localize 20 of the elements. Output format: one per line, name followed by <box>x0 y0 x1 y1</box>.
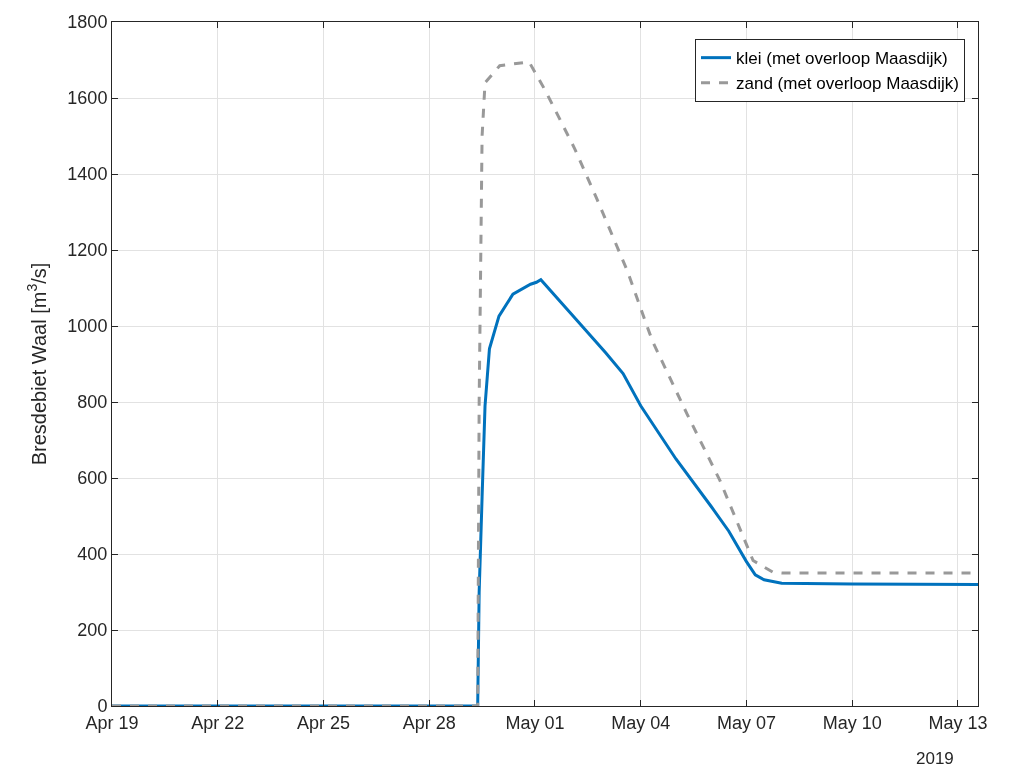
y-tick-label: 400 <box>77 544 108 565</box>
x-tick-label: May 01 <box>505 712 565 733</box>
x-tick-label: May 07 <box>716 712 776 733</box>
x-tick-label: Apr 28 <box>402 712 456 733</box>
y-tick-label: 800 <box>77 392 108 413</box>
y-tick-label: 1000 <box>67 316 108 337</box>
text: 2019 <box>916 749 954 768</box>
y-tick-label: 1800 <box>67 12 108 33</box>
y-tick-label: 200 <box>77 620 108 641</box>
x-tick-label: May 13 <box>928 712 988 733</box>
legend-label: zand (met overloop Maasdijk) <box>736 74 959 94</box>
y-tick-label: 1200 <box>67 240 108 261</box>
x-tick-label: Apr 25 <box>296 712 350 733</box>
y-tick-label: 1400 <box>67 164 108 185</box>
y-tick-label: 600 <box>77 468 108 489</box>
y-tick-label: 1600 <box>67 88 108 109</box>
x-tick-label: May 10 <box>822 712 882 733</box>
legend-label: klei (met overloop Maasdijk) <box>736 49 948 69</box>
x-tick-label: May 04 <box>611 712 671 733</box>
x-tick-label: Apr 22 <box>191 712 245 733</box>
